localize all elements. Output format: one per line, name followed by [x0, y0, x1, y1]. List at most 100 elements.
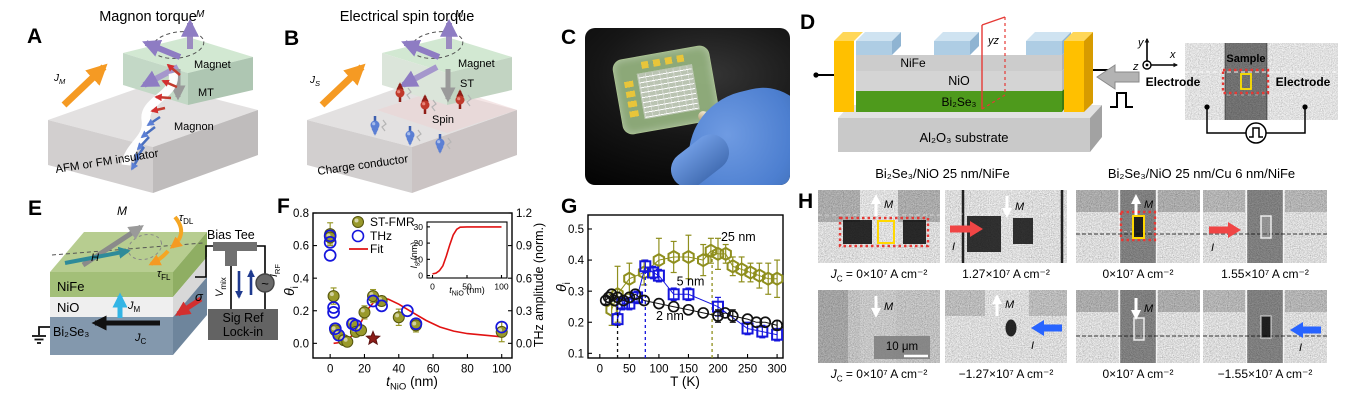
jm-label: JM [127, 300, 141, 314]
nio-front [50, 297, 173, 317]
magnet-side-face [188, 57, 253, 105]
substrate-front-face [838, 118, 1090, 152]
magnon-wave [121, 72, 178, 166]
coordinate-axes: y x z [1132, 37, 1179, 73]
nife-label: NiFe [900, 56, 926, 70]
nife-label: NiFe [57, 279, 84, 294]
measurement-region-outline [1240, 73, 1252, 90]
h-field-label: H [91, 252, 99, 264]
jc-label: JC [134, 332, 147, 346]
f-inset-plot-area: 0 50 100 0 10 20 30 [414, 221, 509, 292]
electrode-left-label: Electrode [1146, 75, 1201, 89]
rf-source-symbol: ~ [261, 276, 269, 291]
magnet-label: Magnet [194, 59, 231, 71]
up-spins [395, 82, 472, 114]
insulator-front-face [48, 120, 153, 193]
svg-text:0.2: 0.2 [293, 306, 309, 318]
svg-text:0.6: 0.6 [293, 241, 309, 253]
svg-text:100: 100 [494, 282, 508, 292]
nife-pads [856, 32, 1071, 55]
svg-text:0.4: 0.4 [568, 255, 585, 267]
m-vector-label: M [455, 9, 464, 20]
sample-label: Sample [1226, 53, 1265, 65]
svg-text:10: 10 [414, 254, 424, 264]
conductor-front-face [307, 120, 412, 193]
svg-text:0: 0 [418, 271, 423, 281]
scalebar-badge [874, 336, 930, 359]
moke-image-left-1: M [818, 190, 940, 263]
panel-label-g: G [561, 195, 578, 218]
panel-label-e: E [28, 197, 43, 220]
gold-electrodes [834, 32, 1093, 112]
svg-text:100: 100 [649, 364, 668, 376]
tau-dl-label: τDL [179, 212, 194, 226]
sample-outline-dotted [838, 216, 930, 248]
svg-text:0.9: 0.9 [516, 241, 532, 253]
field-arrow-icon [64, 246, 131, 265]
insulator-side-face [153, 110, 258, 193]
rf-source-icon [255, 273, 275, 293]
device-contact-pads-left [623, 78, 640, 118]
svg-text:0.2: 0.2 [568, 317, 584, 329]
svg-text:0.3: 0.3 [568, 286, 584, 298]
f-y2-axis-label: THz amplitude (norm.) [532, 223, 546, 347]
moke-image-right-4: I [1203, 290, 1327, 363]
svg-text:80: 80 [461, 364, 474, 376]
nio-label: NiO [948, 74, 970, 88]
m-vector-label: M [117, 204, 127, 218]
current-density-caption: −1.27×10⁷ A cm⁻² [958, 367, 1054, 381]
irf-label: IRF [268, 264, 282, 277]
y-axis-label: y [1137, 37, 1145, 49]
current-label: I [952, 241, 955, 253]
device-outline [1133, 317, 1145, 341]
m-label: M [1005, 299, 1015, 311]
h-right-header: Bi₂Se₃/NiO 25 nm/Cu 6 nm/NiFe [1107, 166, 1296, 181]
nife-front [50, 272, 173, 297]
torque-arrow-upleft-icon [401, 39, 441, 60]
current-label: I [1211, 242, 1214, 254]
js-current-label: JS [309, 75, 320, 88]
svg-text:300: 300 [767, 364, 786, 376]
current-density-caption: 0×10⁷ A cm⁻² [1102, 267, 1174, 281]
vmix-label: Vmix [214, 277, 228, 297]
panel-a-magnon-torque-schematic: Magnon torque M JM [48, 9, 258, 193]
current-density-caption: −1.55×10⁷ A cm⁻² [1217, 367, 1313, 381]
f-x-axis-label: tNiO (nm) [386, 374, 438, 393]
substrate-label: Al₂O₃ substrate [919, 130, 1008, 145]
jm-current-label: JM [53, 73, 66, 86]
f-y-axis-label: θi [281, 286, 301, 296]
f-inset-x-label: tNiO (nm) [449, 285, 485, 298]
bias-tee-block [213, 242, 257, 251]
mt-label: MT [198, 87, 214, 99]
current-direction-arrow-icon [1096, 64, 1140, 90]
f-legend-thz: THz [370, 229, 392, 243]
moke-image-left-3: M 10 μm [818, 290, 940, 363]
svg-text:0.0: 0.0 [516, 338, 532, 350]
moke-image-right-2: I [1203, 190, 1327, 263]
tau-fl-label: τFL [157, 268, 171, 282]
conductor-top-tint [377, 87, 517, 133]
f-plot-area: 0 20 40 60 80 1000.00.20.40.60.80.00.30.60.91… [293, 208, 532, 375]
moke-image-right-1: M [1076, 190, 1200, 263]
svg-text:0.6: 0.6 [516, 273, 532, 285]
svg-text:0.4: 0.4 [293, 273, 310, 285]
circuit-wires [195, 245, 266, 309]
bise-side [173, 277, 207, 355]
moke-image-left-4: M I [945, 290, 1067, 363]
sem-pulse-circuit [1204, 104, 1308, 144]
bias-tee-label: Bias Tee [207, 228, 255, 242]
magnon-current-arrow-icon [61, 63, 108, 108]
g-plot-area: 0 50 100 150 200 250 300 0.1 0.2 0.3 0.4 0.5 25 nm 5 … [568, 214, 787, 376]
f-legend-fit: Fit [370, 242, 384, 256]
panel-a-title: Magnon torque [99, 9, 197, 25]
magnon-blue-arrows [130, 115, 161, 171]
svg-text:200: 200 [708, 364, 727, 376]
m-label: M [1144, 199, 1154, 211]
f-legend-stfmr: ST-FMR [370, 215, 415, 229]
nife-side [173, 232, 207, 297]
device-outline [1260, 215, 1272, 239]
spin-label: Spin [432, 114, 454, 126]
svg-text:100: 100 [492, 364, 511, 376]
m-label: M [1015, 201, 1025, 213]
